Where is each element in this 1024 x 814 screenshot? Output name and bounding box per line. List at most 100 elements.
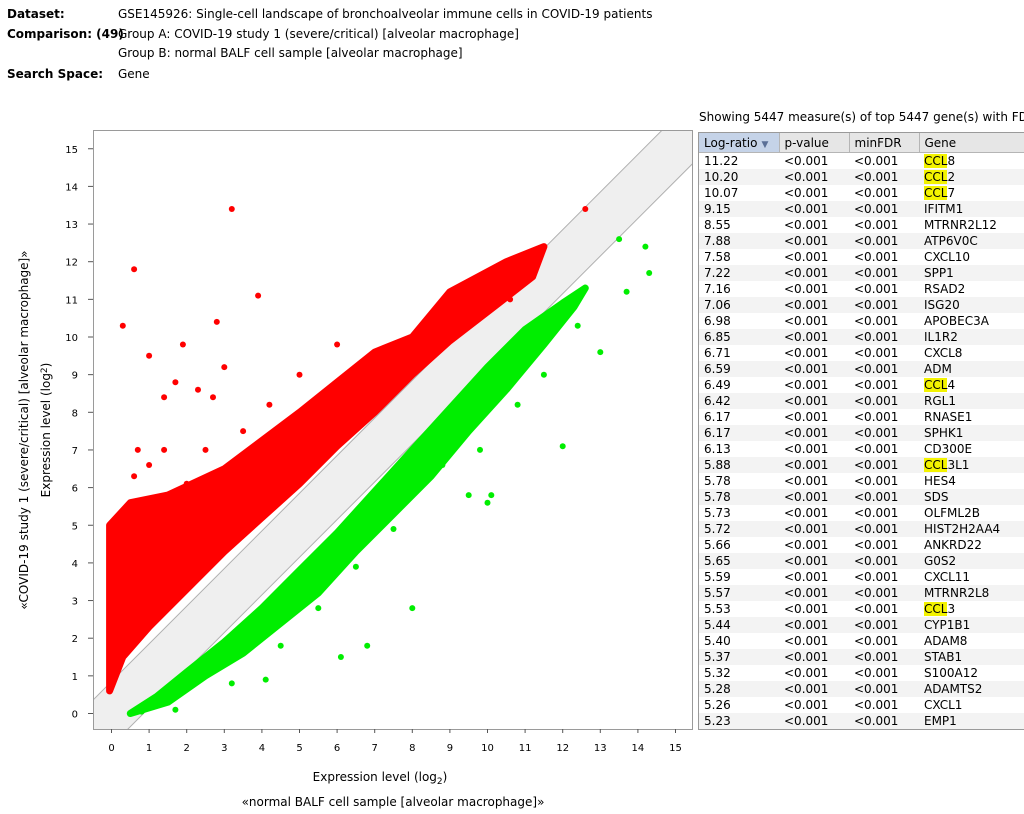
- table-row[interactable]: 8.55 <0.001 <0.001 MTRNR2L12: [699, 217, 1024, 233]
- log-ratio-cell: 5.44: [699, 617, 779, 633]
- p-value-cell: <0.001: [779, 553, 849, 569]
- no-change-band: [94, 131, 692, 729]
- column-header-gene[interactable]: Gene: [919, 133, 1024, 153]
- table-row[interactable]: 5.88 <0.001 <0.001 CCL3L1: [699, 457, 1024, 473]
- x-tick-label: 15: [669, 743, 682, 754]
- table-row[interactable]: 10.07 <0.001 <0.001 CCL7: [699, 185, 1024, 201]
- p-value-cell: <0.001: [779, 265, 849, 281]
- upregulated-point: [202, 446, 209, 453]
- x-tick-label: 8: [409, 743, 415, 754]
- table-row[interactable]: 7.88 <0.001 <0.001 ATP6V0C: [699, 233, 1024, 249]
- table-row[interactable]: 5.57 <0.001 <0.001 MTRNR2L8: [699, 585, 1024, 601]
- table-row[interactable]: 6.17 <0.001 <0.001 RNASE1: [699, 409, 1024, 425]
- min-fdr-cell: <0.001: [849, 201, 919, 217]
- min-fdr-cell: <0.001: [849, 457, 919, 473]
- min-fdr-cell: <0.001: [854, 186, 899, 200]
- table-row[interactable]: 5.78 <0.001 <0.001 HES4: [699, 473, 1024, 489]
- table-row[interactable]: 6.85 <0.001 <0.001 IL1R2: [699, 329, 1024, 345]
- min-fdr-cell: <0.001: [849, 521, 919, 537]
- min-fdr-cell: <0.001: [854, 346, 899, 360]
- table-row[interactable]: 9.15 <0.001 <0.001 IFITM1: [699, 201, 1024, 217]
- table-row[interactable]: 11.22 <0.001 <0.001 CCL8: [699, 153, 1024, 170]
- results-table[interactable]: Log-ratio ▼ p-value minFDR Gene 11.22 <0.0…: [698, 132, 1024, 730]
- upregulated-point: [131, 266, 138, 273]
- p-value-cell: <0.001: [784, 602, 829, 616]
- downregulated-point: [642, 243, 649, 250]
- downregulated-point: [623, 288, 630, 295]
- column-header-p-value[interactable]: p-value: [779, 133, 850, 153]
- min-fdr-cell: <0.001: [854, 474, 899, 488]
- table-row[interactable]: 7.22 <0.001 <0.001 SPP1: [699, 265, 1024, 281]
- table-row[interactable]: 6.98 <0.001 <0.001 APOBEC3A: [699, 313, 1024, 329]
- upregulated-point: [146, 352, 153, 359]
- table-row[interactable]: 5.40 <0.001 <0.001 ADAM8: [699, 633, 1024, 649]
- table-row[interactable]: 5.73 <0.001 <0.001 OLFML2B: [699, 505, 1024, 521]
- table-row[interactable]: 5.37 <0.001 <0.001 STAB1: [699, 649, 1024, 665]
- table-row[interactable]: 5.65 <0.001 <0.001 G0S2: [699, 553, 1024, 569]
- table-row[interactable]: 5.78 <0.001 <0.001 SDS: [699, 489, 1024, 505]
- p-value-cell: <0.001: [779, 425, 849, 441]
- table-row[interactable]: 7.58 <0.001 <0.001 CXCL10: [699, 249, 1024, 265]
- p-value-cell: <0.001: [784, 154, 829, 168]
- table-row[interactable]: 5.66 <0.001 <0.001 ANKRD22: [699, 537, 1024, 553]
- x-tick-label: 4: [259, 743, 265, 754]
- search-highlight: CCL: [924, 458, 948, 472]
- log-ratio-cell: 10.07: [704, 186, 739, 200]
- y-axis-label: Expression level (log2): [39, 363, 53, 498]
- group-a-label: Group A: COVID-19 study 1 (severe/critic…: [118, 27, 519, 41]
- upregulated-point: [334, 341, 341, 348]
- p-value-cell: <0.001: [784, 698, 829, 712]
- upregulated-point: [161, 446, 168, 453]
- downregulated-point: [277, 642, 284, 649]
- log-ratio-cell: 6.49: [704, 378, 731, 392]
- table-row[interactable]: 5.59 <0.001 <0.001 CXCL11: [699, 569, 1024, 585]
- table-row[interactable]: 10.20 <0.001 <0.001 CCL2: [699, 169, 1024, 185]
- x-tick-label: 12: [556, 743, 569, 754]
- table-row[interactable]: 5.72 <0.001 <0.001 HIST2H2AA4: [699, 521, 1024, 537]
- comparison-label: Comparison: (49): [7, 27, 124, 41]
- p-value-cell: <0.001: [784, 442, 829, 456]
- table-row[interactable]: 5.28 <0.001 <0.001 ADAMTS2: [699, 681, 1024, 697]
- p-value-cell: <0.001: [779, 713, 849, 729]
- table-row[interactable]: 5.26 <0.001 <0.001 CXCL1: [699, 697, 1024, 713]
- table-row[interactable]: 6.71 <0.001 <0.001 CXCL8: [699, 345, 1024, 361]
- min-fdr-cell: <0.001: [854, 570, 899, 584]
- x-tick-label: 6: [334, 743, 340, 754]
- x-tick-label: 11: [519, 743, 532, 754]
- table-row[interactable]: 5.53 <0.001 <0.001 CCL3: [699, 601, 1024, 617]
- min-fdr-cell: <0.001: [854, 634, 899, 648]
- upregulated-point: [112, 548, 119, 555]
- downregulated-point: [262, 676, 269, 683]
- table-row[interactable]: 6.49 <0.001 <0.001 CCL4: [699, 377, 1024, 393]
- gene-cell: ADAMTS2: [919, 681, 1024, 697]
- search-highlight: CCL: [924, 602, 948, 616]
- min-fdr-cell: <0.001: [849, 553, 919, 569]
- column-header-min-fdr[interactable]: minFDR: [849, 133, 920, 153]
- y-tick-label: 5: [72, 521, 78, 532]
- upregulated-point: [172, 379, 179, 386]
- p-value-cell: <0.001: [784, 314, 829, 328]
- table-row[interactable]: 6.42 <0.001 <0.001 RGL1: [699, 393, 1024, 409]
- table-row[interactable]: 5.23 <0.001 <0.001 EMP1: [699, 713, 1024, 729]
- downregulated-point: [559, 443, 566, 450]
- gene-cell: RSAD2: [924, 282, 966, 296]
- y-tick-label: 3: [72, 597, 78, 608]
- table-row[interactable]: 6.13 <0.001 <0.001 CD300E: [699, 441, 1024, 457]
- gene-cell: OLFML2B: [924, 506, 980, 520]
- group-b-label: Group B: normal BALF cell sample [alveol…: [118, 46, 463, 60]
- p-value-cell: <0.001: [779, 681, 849, 697]
- table-row[interactable]: 7.16 <0.001 <0.001 RSAD2: [699, 281, 1024, 297]
- gene-cell: CXCL1: [924, 698, 963, 712]
- table-row[interactable]: 7.06 <0.001 <0.001 ISG20: [699, 297, 1024, 313]
- table-row[interactable]: 5.44 <0.001 <0.001 CYP1B1: [699, 617, 1024, 633]
- table-row[interactable]: 5.32 <0.001 <0.001 S100A12: [699, 665, 1024, 681]
- p-value-cell: <0.001: [779, 489, 849, 505]
- upregulated-point: [383, 386, 389, 393]
- min-fdr-cell: <0.001: [849, 393, 919, 409]
- downregulated-point: [616, 236, 623, 243]
- table-row[interactable]: 6.17 <0.001 <0.001 SPHK1: [699, 425, 1024, 441]
- table-row[interactable]: 6.59 <0.001 <0.001 ADM: [699, 361, 1024, 377]
- log-ratio-cell: 6.17: [704, 410, 731, 424]
- gene-cell: CXCL8: [924, 346, 963, 360]
- column-header-log-ratio[interactable]: Log-ratio ▼: [699, 133, 780, 153]
